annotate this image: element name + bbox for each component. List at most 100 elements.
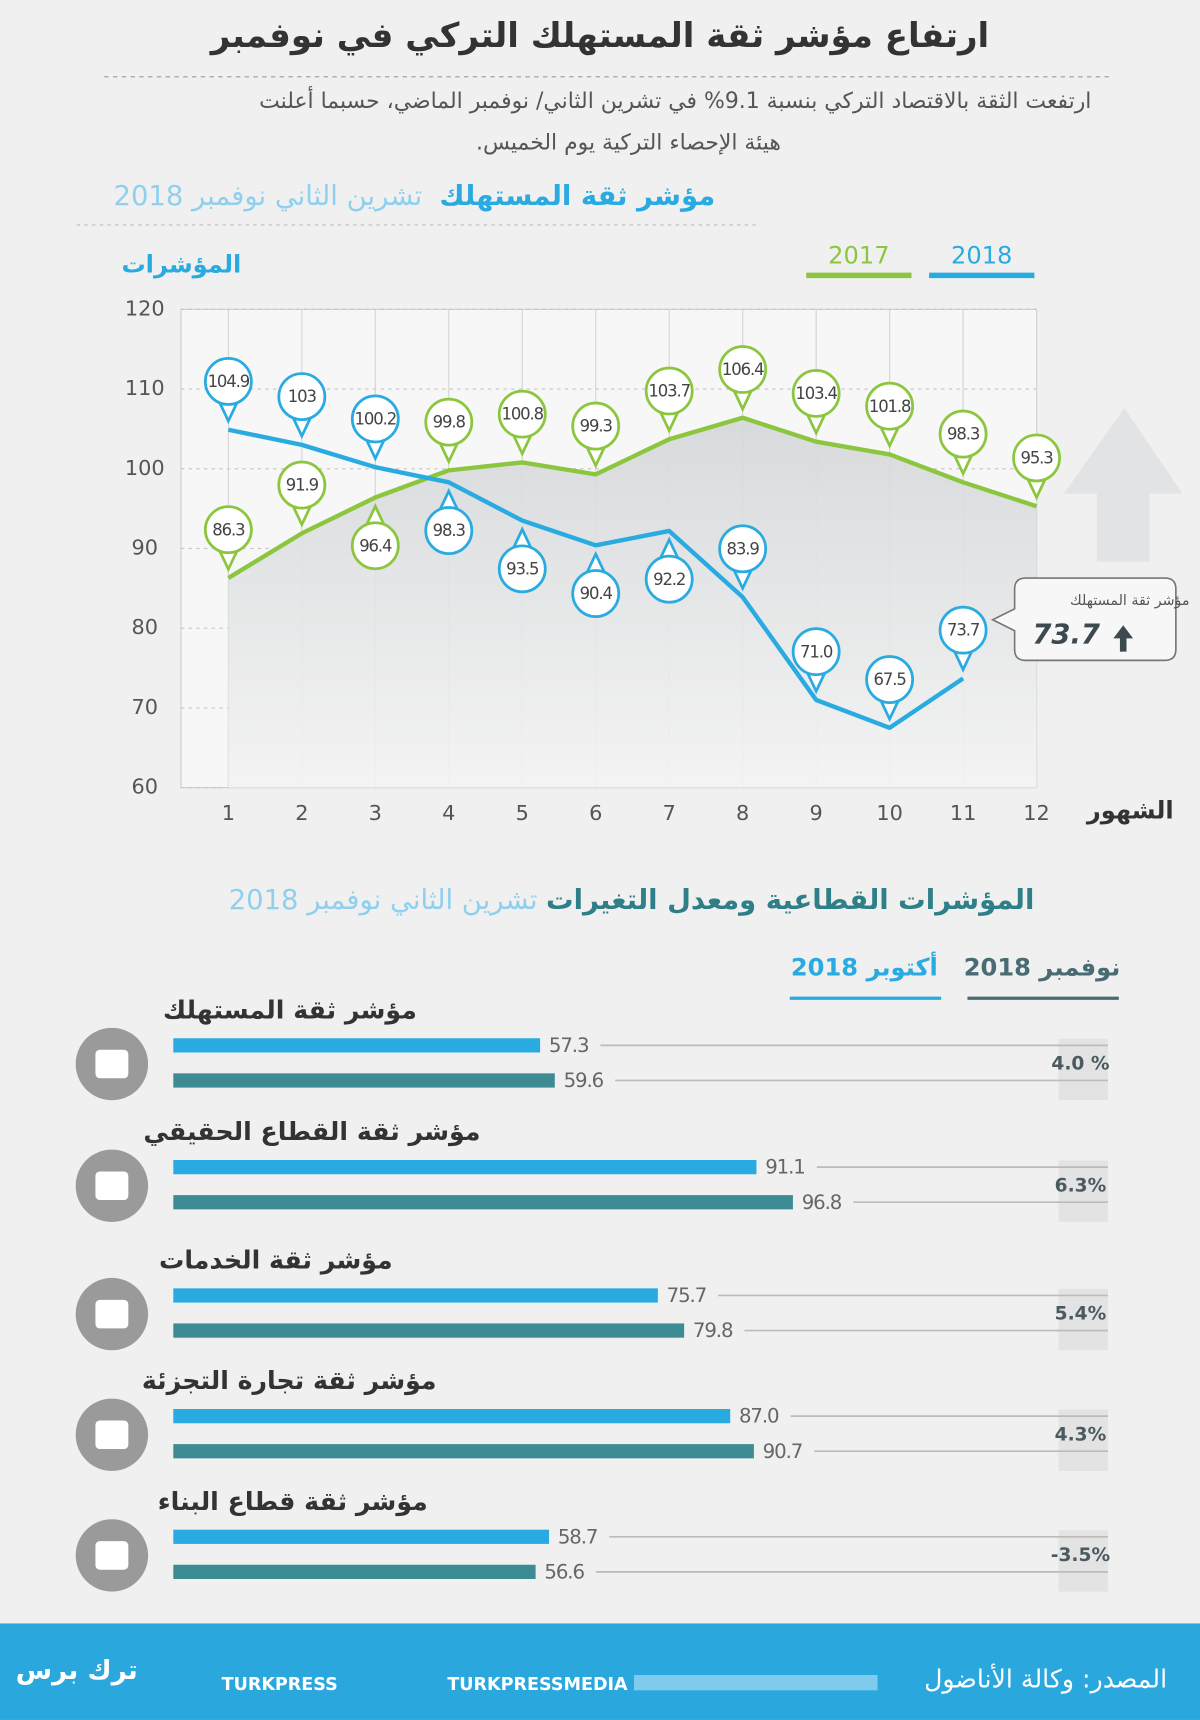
- data-label: 99.8: [433, 413, 466, 432]
- change-bg: [1058, 1038, 1108, 1101]
- data-label: 91.9: [286, 476, 319, 495]
- chart-title: المؤشرات القطاعية ومعدل التغيرات: [546, 885, 1034, 916]
- data-point: [203, 505, 253, 555]
- y-tick-label: 80: [132, 615, 159, 639]
- x-tick-label: 3: [369, 801, 382, 825]
- value-label: 79.8: [693, 1319, 733, 1342]
- y-axis-label: المؤشرات: [121, 250, 241, 278]
- x-tick-label: 6: [589, 801, 602, 825]
- bar: [173, 1038, 541, 1053]
- data-point: [865, 381, 915, 431]
- series-line: [227, 415, 1038, 580]
- legend-label: 2017: [828, 242, 889, 270]
- data-point: [644, 554, 694, 604]
- icon-glyph: [95, 1049, 129, 1079]
- data-label: 67.5: [874, 670, 907, 689]
- bar: [173, 1529, 550, 1544]
- data-point: [865, 655, 915, 704]
- legend-label: 2018: [951, 242, 1012, 270]
- page-title: ارتفاع مؤشر ثقة المستهلك التركي في نوفمب…: [209, 16, 989, 56]
- data-label: 73.7: [947, 621, 980, 640]
- value-label: 56.6: [544, 1560, 584, 1583]
- footer-strip: [634, 1674, 878, 1691]
- callout-value: 73.7: [1032, 620, 1101, 651]
- x-tick-label: 10: [876, 801, 903, 825]
- data-label: 103: [288, 387, 317, 406]
- handle: TURKPRESSMEDIA: [447, 1675, 628, 1695]
- data-label: 98.3: [433, 521, 466, 540]
- change-label: 6.3%: [1055, 1175, 1107, 1196]
- value-label: 57.3: [549, 1034, 589, 1057]
- change-label: 4.0 %: [1051, 1054, 1109, 1075]
- data-point: [277, 372, 327, 422]
- subtitle-line: ارتفعت الثقة بالاقتصاد التركي بنسبة 9.1%…: [259, 86, 1091, 114]
- data-label: 96.4: [359, 536, 392, 555]
- x-tick-label: 11: [950, 801, 977, 825]
- bar: [173, 1195, 793, 1210]
- data-point: [1012, 433, 1061, 483]
- chart-subtitle: تشرين الثاني نوفمبر 2018: [229, 885, 538, 916]
- data-label: 103.7: [648, 382, 690, 401]
- change-label: -3.5%: [1051, 1545, 1111, 1566]
- data-label: 100.8: [501, 405, 543, 424]
- data-point: [571, 569, 621, 618]
- icon-glyph: [95, 1299, 129, 1329]
- data-point: [644, 366, 694, 416]
- callout-text: مؤشر ثقة المستهلك: [1070, 593, 1190, 609]
- data-label: 71.0: [800, 642, 833, 661]
- icon-glyph: [95, 1171, 129, 1201]
- data-label: 90.4: [580, 584, 613, 603]
- data-label: 86.3: [212, 520, 245, 539]
- value-label: 75.7: [667, 1284, 707, 1307]
- value-label: 90.7: [763, 1440, 803, 1463]
- bar: [173, 1444, 754, 1459]
- bar: [173, 1160, 757, 1175]
- x-axis-label: الشهور: [1086, 797, 1174, 825]
- change-label: 5.4%: [1055, 1304, 1107, 1325]
- category-label: مؤشر ثقة قطاع البناء: [158, 1487, 428, 1517]
- data-point: [350, 521, 400, 571]
- chart-subtitle: تشرين الثاني نوفمبر 2018: [114, 181, 423, 212]
- area: [228, 417, 1037, 788]
- change-bg: [1058, 1288, 1108, 1351]
- value-label: 87.0: [739, 1405, 779, 1428]
- data-label: 106.4: [722, 360, 764, 379]
- callout-box: [990, 577, 1177, 662]
- change-bg: [1058, 1409, 1108, 1471]
- chart-title: مؤشر ثقة المستهلك: [439, 181, 715, 212]
- value-label: 96.8: [802, 1191, 842, 1214]
- data-label: 98.3: [947, 425, 980, 444]
- data-point: [791, 627, 841, 677]
- y-tick-label: 120: [125, 296, 165, 320]
- x-tick-label: 4: [442, 801, 455, 825]
- x-tick-label: 1: [222, 801, 235, 825]
- x-tick-label: 9: [810, 801, 823, 825]
- bar: [173, 1408, 731, 1424]
- data-point: [350, 394, 400, 444]
- decor-arrow: [1063, 408, 1183, 562]
- footer-band: [0, 1623, 1200, 1720]
- value-label: 59.6: [564, 1069, 604, 1092]
- footer: المصدر: وكالة الأناضول TURKPRESSMEDIA TU…: [0, 1623, 1200, 1720]
- change-bg: [1058, 1530, 1108, 1592]
- subtitle-line: هيئة الإحصاء التركية يوم الخميس.: [476, 131, 781, 156]
- category-label: مؤشر ثقة تجارة التجزئة: [142, 1366, 437, 1396]
- data-point: [203, 357, 253, 406]
- bar: [173, 1073, 555, 1088]
- legend-label: نوفمبر 2018: [964, 954, 1121, 982]
- data-label: 99.3: [580, 417, 613, 436]
- data-point: [718, 524, 768, 574]
- data-point: [424, 397, 474, 447]
- y-tick-label: 90: [132, 535, 159, 559]
- value-label: 91.1: [765, 1156, 805, 1179]
- y-tick-label: 100: [125, 456, 165, 480]
- icon-glyph: [95, 1420, 129, 1450]
- category-label: مؤشر ثقة الخدمات: [159, 1245, 393, 1275]
- data-point: [497, 544, 547, 594]
- handle: TURKPRESS: [222, 1675, 338, 1695]
- change-bg: [1058, 1160, 1108, 1222]
- legend-label: أكتوبر 2018: [791, 951, 938, 982]
- data-label: 100.2: [355, 410, 397, 429]
